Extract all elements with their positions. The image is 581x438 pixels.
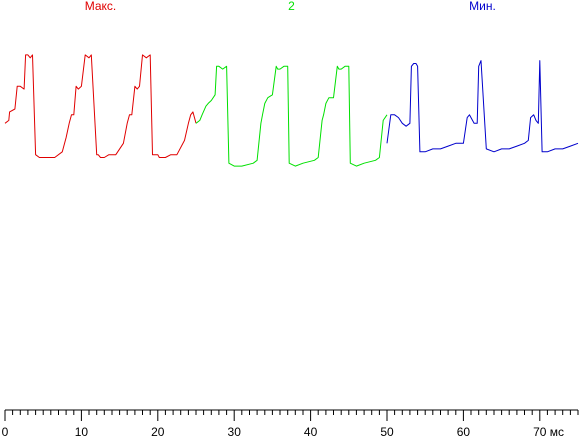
x-tick-label: 70: [533, 425, 547, 438]
series-line-1: [195, 65, 388, 167]
series-label-1: 2: [288, 0, 295, 13]
x-tick-label: 0: [2, 425, 9, 438]
x-tick-label: 20: [151, 425, 165, 438]
series-line-2: [386, 60, 579, 153]
series-layer: [4, 54, 579, 167]
series-label-0: Макс.: [85, 0, 117, 13]
x-axis: 0 10 20 30 40 50 60 70 мс: [2, 409, 579, 438]
series-label-2: Мин.: [469, 0, 496, 13]
series-labels: Макс. 2 Мин.: [85, 0, 496, 13]
series-line-0: [4, 54, 197, 158]
x-tick-label: 30: [228, 425, 242, 438]
x-unit-label: мс: [550, 425, 564, 438]
x-tick-label: 60: [457, 425, 471, 438]
x-tick-label: 40: [304, 425, 318, 438]
x-tick-label: 10: [75, 425, 89, 438]
x-tick-label: 50: [380, 425, 394, 438]
